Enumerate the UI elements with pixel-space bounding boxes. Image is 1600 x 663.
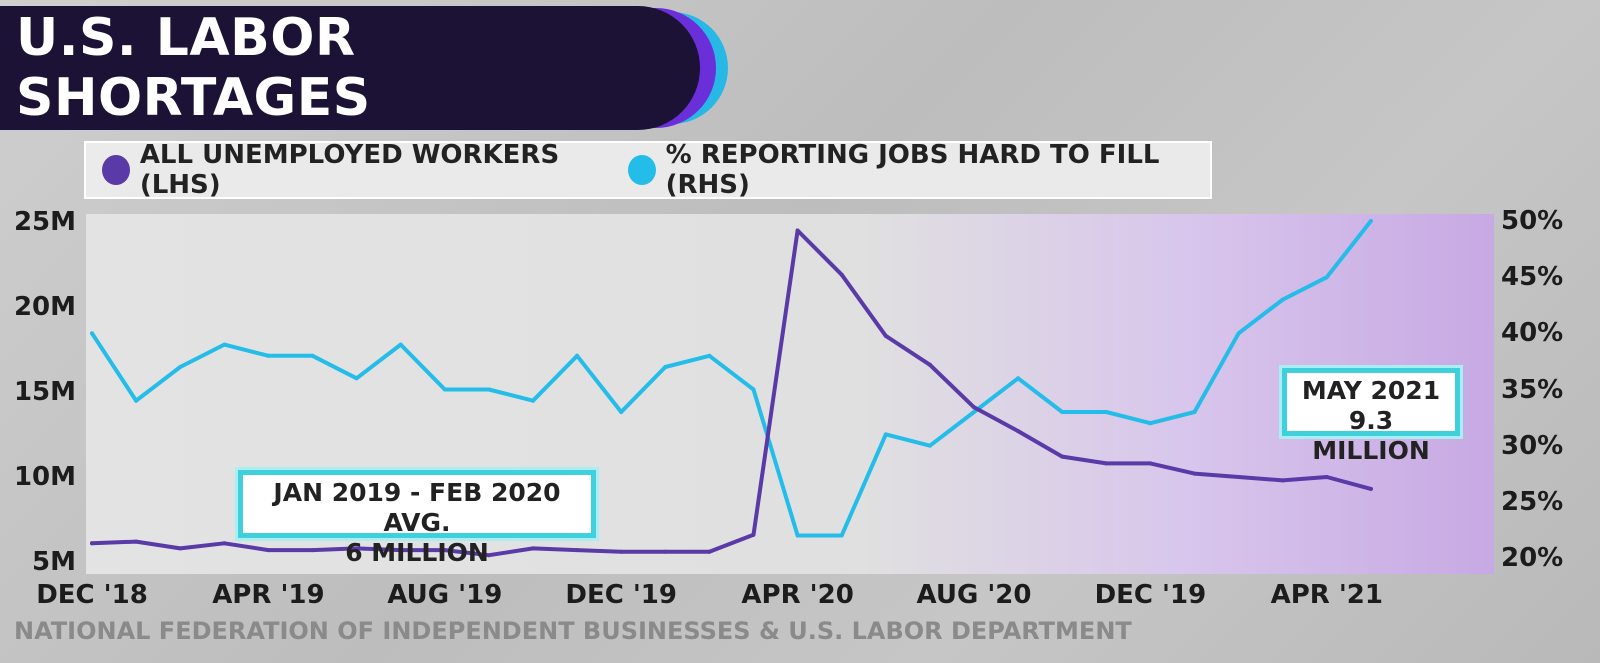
y-right-tick-label: 30% xyxy=(1501,430,1564,461)
x-tick-label: DEC '19 xyxy=(565,580,677,610)
series-line-hard-to-fill-point xyxy=(663,365,668,370)
series-line-unemployed-point xyxy=(883,333,888,338)
series-line-hard-to-fill-point xyxy=(927,443,932,448)
series-line-unemployed-point xyxy=(531,546,535,551)
series-line-unemployed-point xyxy=(972,405,976,410)
series-line-unemployed-point xyxy=(266,548,271,553)
series-line-unemployed xyxy=(90,228,1373,558)
series-line-unemployed-point xyxy=(663,549,668,554)
series-line-unemployed-point xyxy=(751,532,756,537)
y-left-tick-label: 15M xyxy=(13,377,76,407)
y-right-tick-label: 50% xyxy=(1501,206,1564,236)
y-right-tick-label: 20% xyxy=(1501,543,1564,573)
legend-item-unemployed: ALL UNEMPLOYED WORKERS (LHS) xyxy=(102,140,612,200)
series-line-unemployed-point xyxy=(354,546,359,551)
legend-item-hard-to-fill: % REPORTING JOBS HARD TO FILL (RHS) xyxy=(627,140,1210,200)
series-line-hard-to-fill-point xyxy=(1368,219,1373,223)
series-line-unemployed-point xyxy=(1016,429,1021,434)
series-line-hard-to-fill-point xyxy=(90,331,94,336)
y-left-tick-label: 25M xyxy=(13,207,76,237)
series-line-hard-to-fill-point xyxy=(575,353,580,358)
series-line-hard-to-fill-point xyxy=(134,398,139,403)
series-line-hard-to-fill-point xyxy=(1324,275,1329,280)
legend-label-hard-to-fill: % REPORTING JOBS HARD TO FILL (RHS) xyxy=(665,140,1160,200)
series-line-unemployed-point xyxy=(1368,486,1373,491)
callout-average-line2: 6 MILLION xyxy=(345,538,489,567)
x-tick-label: AUG '19 xyxy=(387,580,503,610)
series-line-hard-to-fill-point xyxy=(266,353,271,358)
y-right-tick-label: 45% xyxy=(1501,262,1564,293)
series-line-hard-to-fill-point xyxy=(1104,409,1109,414)
series-line-unemployed-point xyxy=(1148,461,1153,466)
series-line-hard-to-fill-point xyxy=(222,342,227,347)
series-line-hard-to-fill-point xyxy=(486,387,491,392)
series-line-hard-to-fill-point xyxy=(883,432,888,437)
series-line-unemployed-point xyxy=(795,228,800,233)
series-line-unemployed-point xyxy=(1236,475,1241,479)
x-tick-label: DEC '18 xyxy=(36,580,148,610)
series-line-hard-to-fill-point xyxy=(354,376,359,381)
series-line-hard-to-fill-point xyxy=(398,342,403,347)
series-line-unemployed-point xyxy=(927,362,932,367)
chart-title: U.S. LABOR SHORTAGES xyxy=(16,8,371,128)
series-line-hard-to-fill-point xyxy=(1060,409,1065,414)
title-banner: U.S. LABOR SHORTAGES xyxy=(0,6,700,130)
series-line-hard-to-fill-point xyxy=(619,409,624,414)
y-right-tick-label: 35% xyxy=(1501,374,1564,405)
y-right-tick-label: 25% xyxy=(1501,486,1564,517)
series-line-hard-to-fill-point xyxy=(1148,421,1153,426)
y-left-tick-label: 5M xyxy=(32,547,76,577)
series-line-unemployed-point xyxy=(134,539,139,544)
callout-average-line1: JAN 2019 - FEB 2020 AVG. xyxy=(273,478,561,537)
series-line-hard-to-fill-point xyxy=(707,353,712,358)
series-line-hard-to-fill-point xyxy=(442,387,447,392)
y-right-tick-label: 40% xyxy=(1501,318,1564,349)
series-line-unemployed-point xyxy=(1060,454,1065,459)
series-line-hard-to-fill-point xyxy=(1236,331,1241,336)
series-line-hard-to-fill-point xyxy=(178,365,183,370)
series-line-hard-to-fill-point xyxy=(795,533,800,538)
series-line-hard-to-fill-point xyxy=(839,533,844,538)
series-line-unemployed-point xyxy=(1324,475,1329,479)
legend-label-unemployed: ALL UNEMPLOYED WORKERS (LHS) xyxy=(139,140,560,200)
legend: ALL UNEMPLOYED WORKERS (LHS) % REPORTING… xyxy=(84,140,1212,200)
series-line-hard-to-fill-point xyxy=(531,398,535,403)
series-line-unemployed-point xyxy=(178,546,183,551)
source-note: NATIONAL FEDERATION OF INDEPENDENT BUSIN… xyxy=(14,617,1132,645)
series-line-hard-to-fill-point xyxy=(972,409,976,414)
series-line-unemployed-point xyxy=(398,548,403,553)
series-line-unemployed-point xyxy=(486,553,491,558)
series-line-hard-to-fill xyxy=(90,219,1373,538)
series-line-unemployed-point xyxy=(575,548,580,553)
series-line-unemployed-point xyxy=(707,549,712,554)
series-line-unemployed-point xyxy=(90,541,94,546)
series-line-unemployed-point xyxy=(310,548,315,553)
legend-swatch-hard-to-fill xyxy=(627,155,656,185)
series-line-unemployed-point xyxy=(222,541,227,546)
series-line-hard-to-fill-point xyxy=(751,387,756,392)
callout-may-line1: MAY 2021 xyxy=(1301,376,1441,405)
series-line-unemployed-point xyxy=(839,272,844,277)
legend-swatch-unemployed xyxy=(102,155,130,185)
series-line-hard-to-fill-point xyxy=(1016,376,1021,381)
callout-average: JAN 2019 - FEB 2020 AVG. 6 MILLION xyxy=(238,470,596,567)
x-tick-label: APR '19 xyxy=(212,580,325,610)
callout-may-line2: 9.3 MILLION xyxy=(1312,406,1430,465)
series-line-hard-to-fill-point xyxy=(1192,409,1197,414)
x-tick-label: AUG '20 xyxy=(916,580,1032,610)
callout-may-2021: MAY 2021 9.3 MILLION xyxy=(1282,368,1460,465)
series-line-unemployed-point xyxy=(442,548,447,553)
y-left-tick-label: 20M xyxy=(13,292,76,322)
x-tick-label: APR '20 xyxy=(741,580,854,610)
series-line-unemployed-point xyxy=(1280,478,1285,483)
series-line-hard-to-fill-point xyxy=(310,353,315,358)
series-line-unemployed-point xyxy=(1104,461,1109,466)
x-tick-label: DEC '19 xyxy=(1094,580,1207,610)
series-line-unemployed-point xyxy=(1192,471,1197,476)
y-left-tick-label: 10M xyxy=(13,462,76,492)
series-line-hard-to-fill-point xyxy=(1280,297,1285,302)
x-tick-label: APR '21 xyxy=(1270,580,1383,610)
series-line-unemployed-point xyxy=(619,549,624,554)
